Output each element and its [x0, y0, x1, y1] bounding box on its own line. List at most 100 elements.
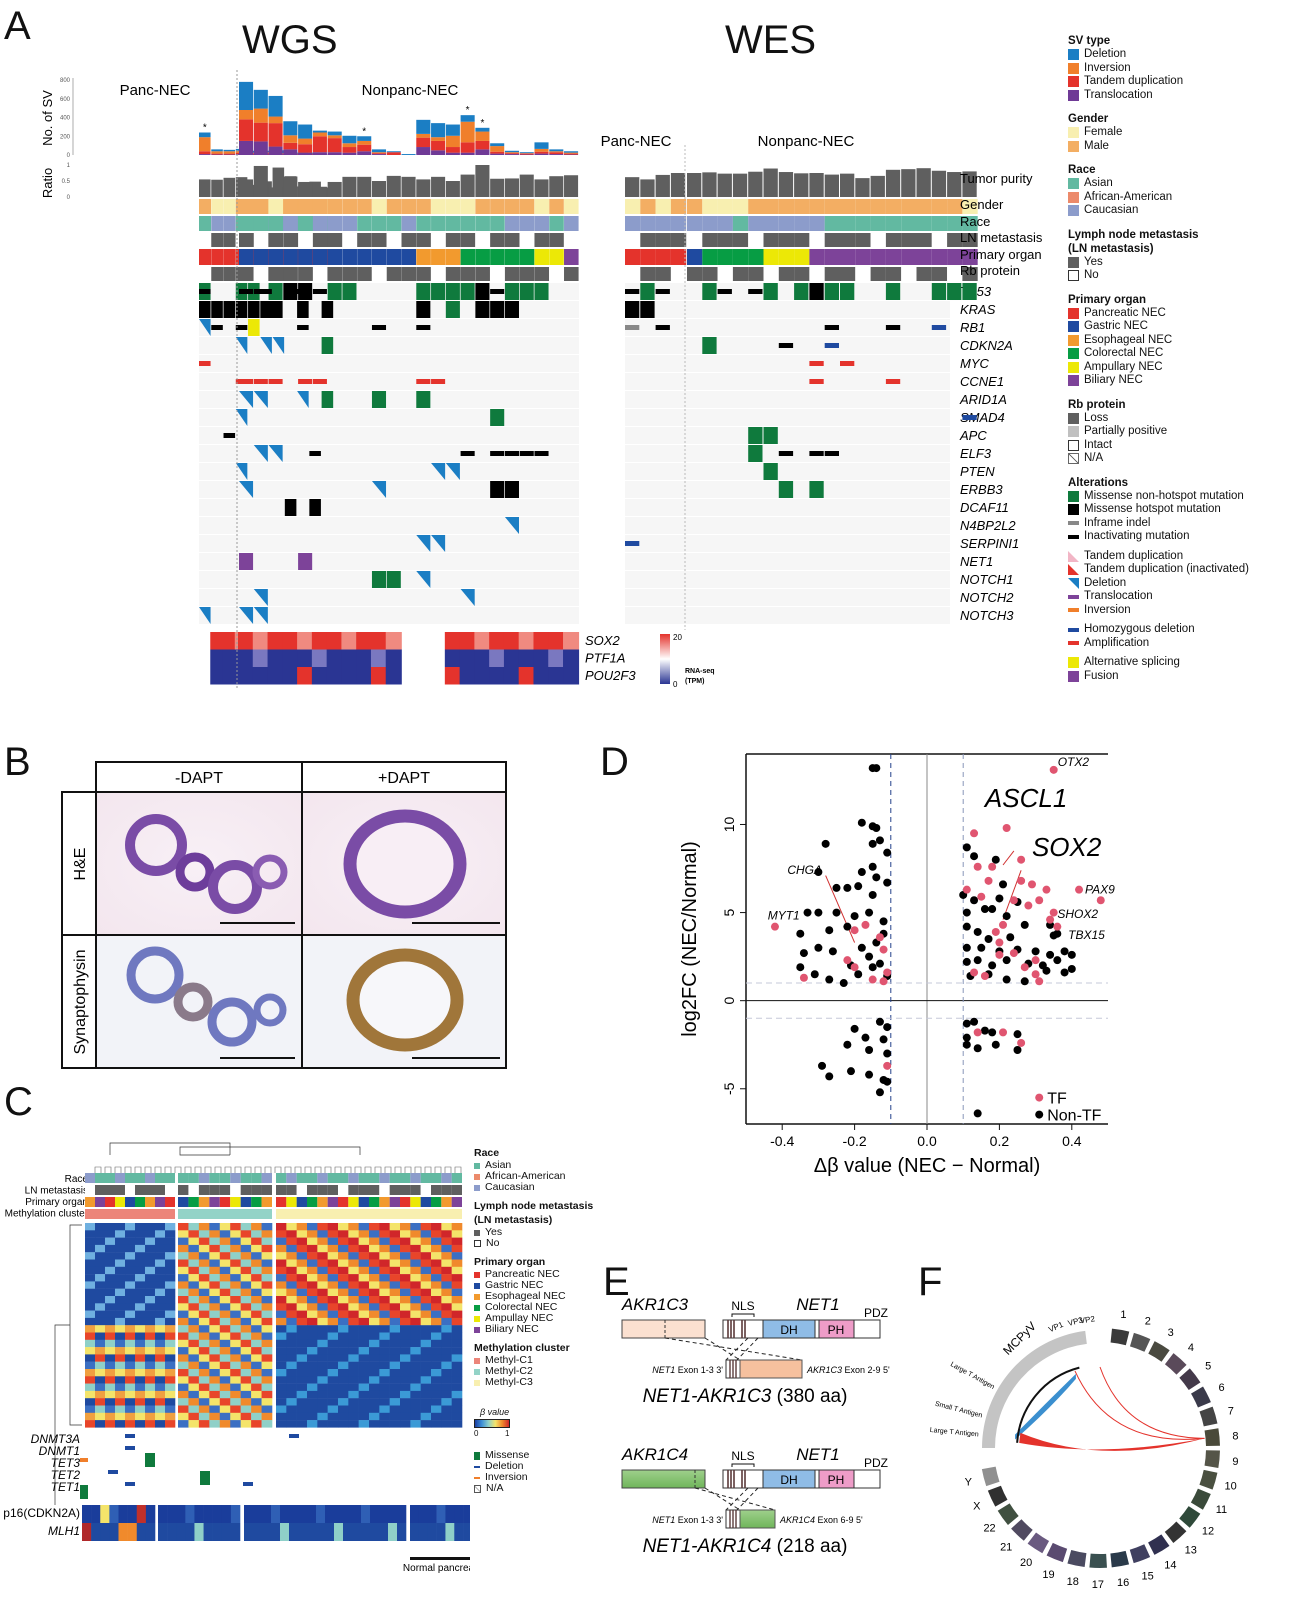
gender-cell [549, 199, 564, 214]
gene-row-bg-wes [625, 355, 950, 372]
alteration-bar-wes [824, 325, 839, 330]
heatmap-cell [276, 1383, 287, 1392]
legend-section-title: Race [1068, 164, 1096, 176]
expression-cell [533, 649, 550, 667]
legend-label: Homozygous deletion [1084, 623, 1195, 635]
dendrogram-leaf [164, 1166, 172, 1173]
heatmap-cell [165, 1274, 176, 1282]
chromosome-label: 12 [1202, 1526, 1214, 1538]
heatmap-cell [198, 1244, 210, 1253]
organ-cell [400, 1197, 411, 1207]
heatmap-cell [178, 1252, 189, 1260]
sv-bar-segment [386, 151, 401, 153]
dendrogram-leaf [204, 1166, 212, 1173]
gender-cell [342, 199, 357, 214]
heatmap-cell [125, 1420, 136, 1428]
rb-cell-wes [916, 267, 932, 281]
heatmap-cell [155, 1281, 166, 1289]
heatmap-cell [286, 1223, 297, 1231]
heatmap-cell [155, 1398, 166, 1406]
ln-cell [251, 1185, 262, 1195]
heatmap-cell [431, 1259, 442, 1267]
heatmap-cell [327, 1361, 339, 1370]
rna-colorbar [660, 634, 670, 684]
legend-swatch-icon [1068, 321, 1079, 333]
alteration-bar [371, 325, 387, 330]
non-tf-point [814, 943, 823, 952]
expression-cell [444, 667, 461, 685]
heatmap-cell [307, 1274, 318, 1282]
cluster-cell [178, 1209, 272, 1219]
legend-label: N/A [1084, 452, 1104, 464]
non-tf-point [984, 935, 993, 943]
legend-section-title: Lymph node metastasis [1068, 228, 1199, 241]
ln-cell [240, 1185, 252, 1195]
heatmap-cell [165, 1339, 176, 1348]
fusion-partner-part [739, 1509, 776, 1529]
tf-point [1042, 885, 1051, 894]
partner-domain-box [621, 1319, 706, 1339]
heatmap-cell [188, 1317, 200, 1326]
heatmap-cell [209, 1332, 221, 1340]
heatmap-cell [230, 1281, 241, 1289]
deletion-triangle [253, 445, 268, 462]
deletion-mark [108, 1470, 118, 1474]
deletion-triangle [235, 337, 248, 354]
gender-cell-wes [702, 199, 718, 214]
heatmap-cell [95, 1405, 106, 1413]
tf-point [995, 950, 1004, 959]
heatmap-cell [261, 1405, 273, 1413]
heatmap-cell [209, 1347, 221, 1355]
heatmap-cell [296, 1354, 308, 1362]
heatmap-cell [451, 1259, 463, 1267]
gene-row-bg-wes [625, 319, 950, 336]
legend-swatch-icon [1068, 521, 1079, 526]
p16-cell [436, 1505, 446, 1523]
heatmap-cell [451, 1420, 463, 1428]
heatmap-cell [85, 1347, 96, 1355]
tf-point [1009, 949, 1018, 958]
legend-swatch-icon [1068, 140, 1079, 152]
heatmap-cell [219, 1288, 231, 1297]
race-cell-wes [717, 216, 733, 231]
panel-e-letter: E [603, 1260, 630, 1304]
alteration-bar [199, 361, 211, 366]
race-cell-wes [901, 216, 917, 231]
rna-unit: (TPM) [685, 678, 704, 685]
heatmap-cell [230, 1354, 241, 1362]
race-cell [268, 216, 284, 231]
legend-label: Biliary NEC [485, 1323, 539, 1335]
gene-label: MYC [960, 356, 990, 371]
rb-cell [298, 267, 313, 281]
organ-cell [379, 1197, 390, 1207]
heatmap-cell [145, 1266, 156, 1275]
organ-cell [219, 1197, 231, 1207]
heatmap-cell [317, 1266, 328, 1275]
non-tf-point [991, 855, 1000, 864]
heatmap-cell [85, 1237, 96, 1246]
heatmap-cell [209, 1237, 221, 1246]
heatmap-cell [125, 1303, 136, 1311]
mlh1-cell [185, 1523, 195, 1541]
beta-colorbar [474, 1419, 510, 1428]
legend-label: Esophageal NEC [1084, 333, 1173, 346]
heatmap-cell [307, 1296, 318, 1304]
chromosome-label: 10 [1225, 1481, 1237, 1493]
alteration-bar [223, 433, 236, 438]
alteration-cell-wes [824, 283, 839, 300]
heatmap-cell [105, 1354, 116, 1362]
sv-star: * [203, 123, 207, 134]
heatmap-cell [327, 1317, 339, 1326]
heatmap-cell [188, 1274, 200, 1282]
ln-cell [357, 233, 372, 247]
he-plus-dapt-image [301, 791, 507, 936]
heatmap-cell [188, 1252, 200, 1260]
p16-cell [388, 1505, 398, 1523]
purity-bar [298, 181, 313, 197]
heatmap-cell [188, 1288, 200, 1297]
heatmap-cell [219, 1310, 231, 1319]
deletion-triangle [253, 589, 268, 606]
heatmap-cell [135, 1252, 146, 1260]
heatmap-cell [198, 1296, 210, 1304]
heatmap-cell [379, 1281, 390, 1289]
